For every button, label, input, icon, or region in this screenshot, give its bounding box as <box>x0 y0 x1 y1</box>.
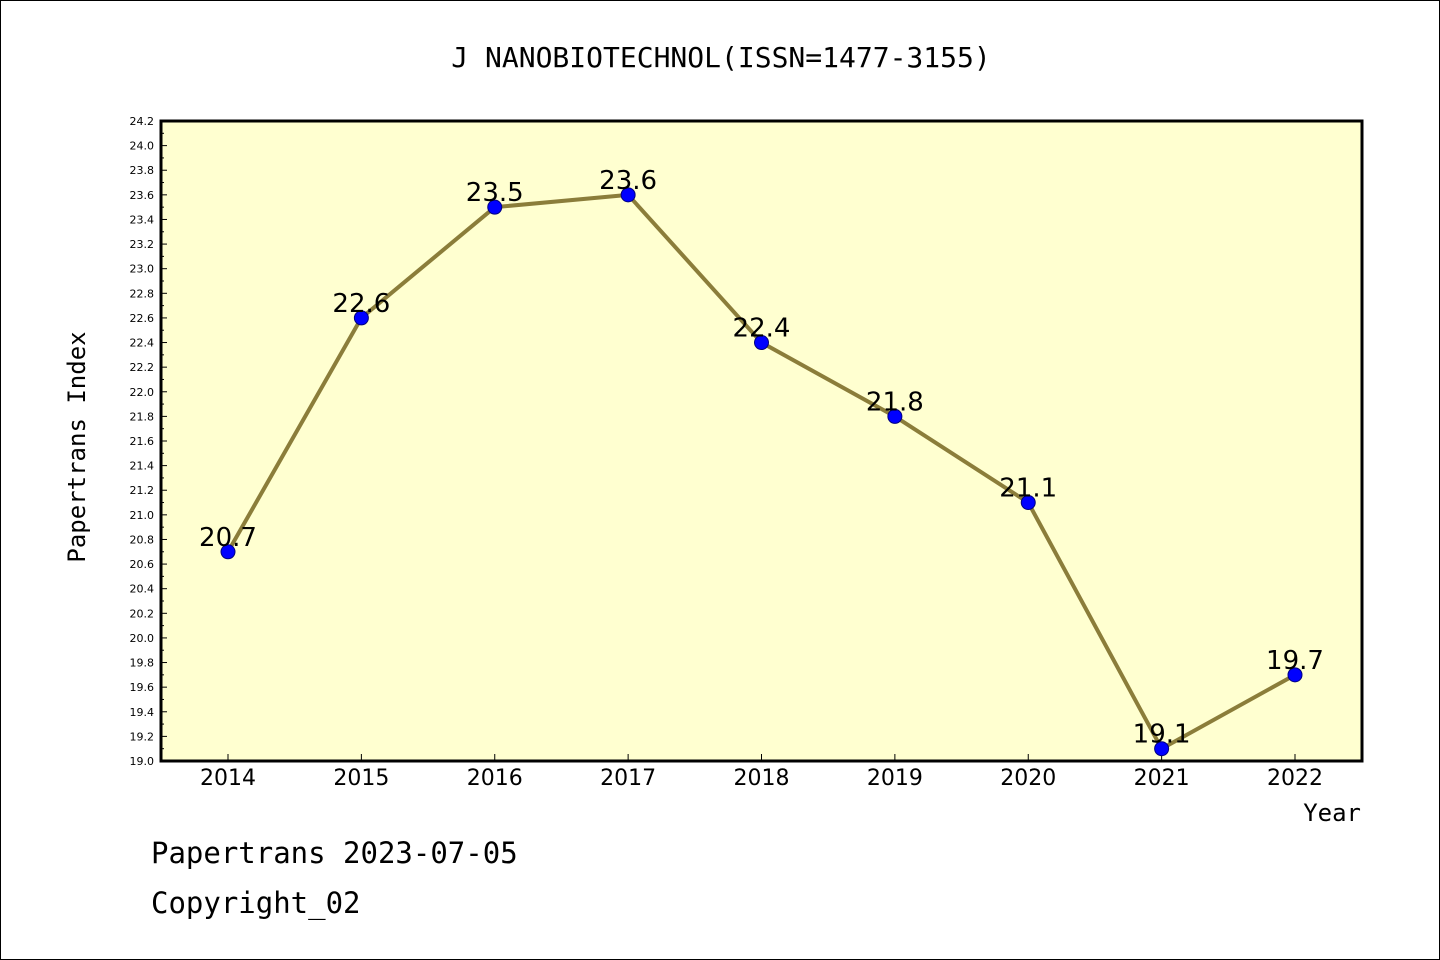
x-axis-label: Year <box>1303 799 1361 827</box>
y-tick-label: 20.0 <box>130 632 155 645</box>
y-tick-label: 23.8 <box>130 164 155 177</box>
chart-title: J NANOBIOTECHNOL(ISSN=1477-3155) <box>451 41 990 74</box>
y-tick-label: 21.0 <box>130 509 155 522</box>
data-label: 22.4 <box>733 314 791 344</box>
y-tick-label: 23.6 <box>130 189 155 202</box>
data-label: 23.6 <box>599 166 657 196</box>
x-tick-label: 2016 <box>467 766 523 791</box>
series-layer: 20.7 22.6 23.5 23.6 22.4 21.8 21.1 19.1 19.7 <box>199 166 1324 757</box>
x-tick-label: 2022 <box>1267 766 1323 791</box>
y-tick-label: 23.4 <box>130 213 155 226</box>
y-tick-label: 19.8 <box>130 657 155 670</box>
x-tick-label: 2019 <box>867 766 923 791</box>
y-tick-label: 24.2 <box>130 115 155 128</box>
y-axis-label: Papertrans Index <box>63 331 91 562</box>
y-tick-label: 21.4 <box>130 460 155 473</box>
data-point <box>1154 741 1170 757</box>
y-tick-label: 21.6 <box>130 435 155 448</box>
x-tick-label: 2014 <box>200 766 256 791</box>
x-tick-label: 2021 <box>1134 766 1190 791</box>
footer-date: Papertrans 2023-07-05 <box>151 836 518 870</box>
y-tick-label: 22.0 <box>130 386 155 399</box>
data-point <box>754 335 769 351</box>
data-point <box>620 187 636 203</box>
data-label: 20.7 <box>199 523 257 553</box>
y-tick-label: 19.6 <box>130 681 155 694</box>
y-tick-label: 19.4 <box>130 706 155 719</box>
y-tick-label: 20.4 <box>130 583 155 596</box>
y-tick-label: 19.2 <box>130 730 155 743</box>
x-axis: 2014 2015 2016 2017 2018 2019 2020 2021 2022 <box>200 754 1323 791</box>
data-label: 19.1 <box>1133 720 1191 750</box>
data-point <box>1020 495 1036 511</box>
y-tick-label: 23.0 <box>130 263 155 276</box>
data-label: 21.8 <box>866 387 924 417</box>
y-axis: 19.0 19.2 19.4 19.6 19.8 20.0 20.2 20.4 20.6 20.8… <box>130 115 167 768</box>
data-label: 19.7 <box>1266 646 1324 676</box>
data-label: 23.5 <box>466 178 524 208</box>
x-tick-label: 2018 <box>734 766 790 791</box>
x-tick-label: 2017 <box>600 766 656 791</box>
data-point <box>353 310 369 326</box>
y-tick-label: 24.0 <box>130 140 155 153</box>
data-point <box>887 408 903 424</box>
data-label: 22.6 <box>332 289 390 319</box>
y-tick-label: 20.2 <box>130 607 155 620</box>
data-point <box>487 199 503 215</box>
x-tick-label: 2020 <box>1000 766 1056 791</box>
y-tick-label: 21.8 <box>130 410 155 423</box>
data-label: 21.1 <box>999 474 1057 504</box>
y-tick-label: 19.0 <box>130 755 155 768</box>
y-tick-label: 22.4 <box>130 337 155 350</box>
x-tick-label: 2015 <box>333 766 389 791</box>
y-tick-label: 20.8 <box>130 533 155 546</box>
data-point <box>1287 667 1303 683</box>
y-tick-label: 22.2 <box>130 361 155 374</box>
footer-copyright: Copyright_02 <box>151 886 361 920</box>
y-tick-label: 22.6 <box>130 312 155 325</box>
y-tick-label: 23.2 <box>130 238 155 251</box>
y-tick-label: 21.2 <box>130 484 155 497</box>
y-tick-label: 22.8 <box>130 287 155 300</box>
plot-area <box>159 119 1364 763</box>
y-tick-label: 20.6 <box>130 558 155 571</box>
data-point <box>220 544 236 560</box>
